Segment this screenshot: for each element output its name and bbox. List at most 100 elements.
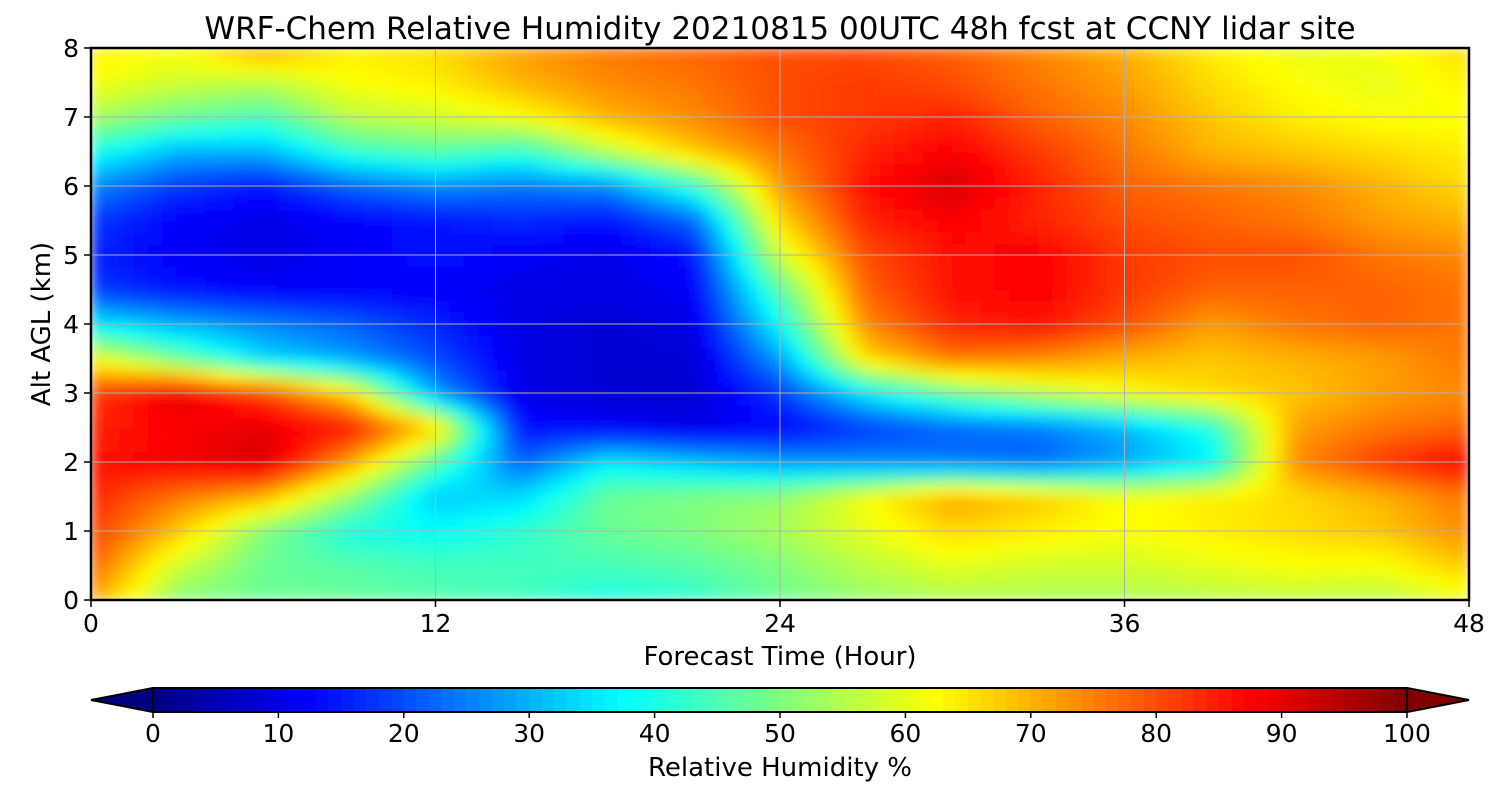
heatmap-cell [1109, 496, 1125, 509]
heatmap-cell [980, 519, 996, 532]
heatmap-cell [1152, 438, 1169, 451]
heatmap-cell [650, 576, 666, 589]
heatmap-cell [1138, 496, 1154, 509]
colorbar-tick-label: 10 [262, 719, 294, 748]
heatmap-cell [1296, 151, 1312, 164]
heatmap-cell [506, 174, 523, 187]
heatmap-cell [1195, 335, 1212, 348]
heatmap-cell [205, 392, 221, 405]
heatmap-cell [1095, 231, 1111, 244]
heatmap-cell [1411, 484, 1427, 497]
heatmap-cell [119, 461, 135, 474]
heatmap-cell [1195, 59, 1212, 72]
heatmap-cell [1339, 496, 1355, 509]
heatmap-cell [205, 358, 221, 371]
heatmap-cell [736, 358, 752, 371]
heatmap-cell [980, 231, 996, 244]
heatmap-cell [923, 519, 939, 532]
heatmap-cell [951, 530, 968, 543]
heatmap-cell [736, 461, 752, 474]
heatmap-cell [506, 197, 523, 210]
heatmap-cell [521, 530, 537, 543]
heatmap-cell [1411, 220, 1427, 233]
heatmap-cell [1310, 358, 1326, 371]
heatmap-cell [951, 415, 968, 428]
heatmap-cell [621, 243, 637, 256]
heatmap-cell [1238, 105, 1255, 118]
heatmap-cell [1066, 220, 1082, 233]
heatmap-cell [1037, 289, 1054, 302]
heatmap-cell [320, 450, 336, 463]
colorbar-swatch [642, 688, 656, 712]
heatmap-cell [478, 519, 494, 532]
heatmap-cell [851, 335, 867, 348]
heatmap-cell [1439, 323, 1456, 336]
heatmap-cell [1009, 438, 1025, 451]
heatmap-cell [1109, 450, 1125, 463]
heatmap-cell [966, 346, 982, 359]
heatmap-cell [923, 461, 939, 474]
heatmap-cell [1080, 588, 1097, 600]
heatmap-cell [879, 392, 896, 405]
heatmap-cell [549, 277, 566, 290]
heatmap-cell [248, 105, 264, 118]
heatmap-cell [564, 358, 580, 371]
heatmap-cell [205, 231, 221, 244]
heatmap-cell [1425, 208, 1441, 221]
heatmap-cell [1454, 323, 1469, 336]
heatmap-cell [549, 404, 566, 417]
heatmap-cell [119, 231, 135, 244]
heatmap-cell [937, 59, 953, 72]
heatmap-cell [91, 174, 106, 187]
heatmap-cell [205, 220, 221, 233]
heatmap-cell [219, 346, 236, 359]
heatmap-cell [506, 323, 523, 336]
heatmap-cell [1396, 128, 1413, 141]
heatmap-cell [1095, 185, 1111, 198]
heatmap-cell [1353, 231, 1370, 244]
heatmap-cell [851, 346, 867, 359]
heatmap-cell [119, 346, 135, 359]
heatmap-cell [1023, 300, 1039, 313]
heatmap-cell [822, 576, 838, 589]
heatmap-cell [765, 231, 781, 244]
heatmap-cell [1296, 93, 1312, 106]
heatmap-cell [334, 438, 350, 451]
heatmap-cell [320, 70, 336, 83]
heatmap-cell [1382, 427, 1398, 440]
heatmap-cell [406, 128, 422, 141]
heatmap-cell [463, 369, 480, 382]
heatmap-cell [535, 116, 551, 129]
heatmap-cell [1238, 243, 1255, 256]
heatmap-cell [722, 335, 738, 348]
heatmap-cell [578, 59, 594, 72]
heatmap-cell [1109, 530, 1125, 543]
heatmap-cell [1253, 519, 1269, 532]
heatmap-cell [894, 427, 910, 440]
heatmap-cell [951, 59, 968, 72]
heatmap-cell [679, 358, 695, 371]
heatmap-cell [707, 208, 724, 221]
heatmap-cell [205, 151, 221, 164]
heatmap-cell [736, 105, 752, 118]
heatmap-cell [1454, 48, 1469, 60]
heatmap-cell [822, 174, 838, 187]
heatmap-cell [1253, 220, 1269, 233]
heatmap-cell [1009, 404, 1025, 417]
heatmap-cell [133, 162, 149, 175]
heatmap-cell [348, 507, 365, 520]
heatmap-cell [750, 70, 767, 83]
heatmap-cell [1009, 231, 1025, 244]
heatmap-cell [1310, 323, 1326, 336]
heatmap-cell [1396, 542, 1413, 555]
heatmap-cell [994, 266, 1011, 279]
heatmap-cell [693, 277, 709, 290]
heatmap-cell [1310, 289, 1326, 302]
heatmap-cell [951, 105, 968, 118]
heatmap-cell [1368, 565, 1384, 578]
heatmap-cell [1210, 289, 1226, 302]
heatmap-cell [879, 300, 896, 313]
heatmap-cell [420, 392, 436, 405]
heatmap-cell [1167, 231, 1183, 244]
heatmap-cell [1124, 208, 1140, 221]
